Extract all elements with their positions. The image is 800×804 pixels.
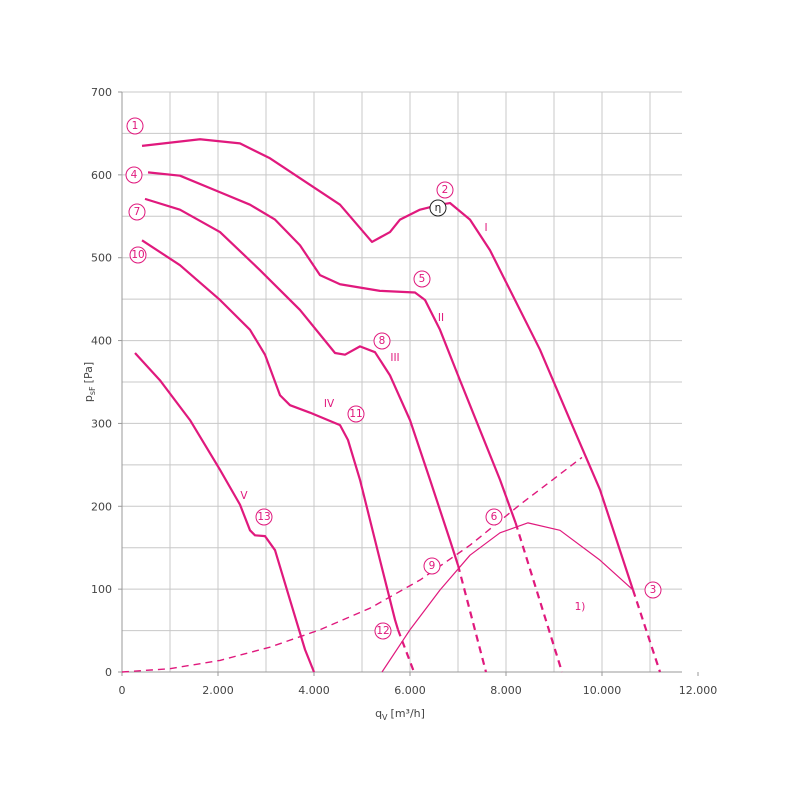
x-label-unit: [m³/h] — [391, 707, 425, 720]
x-label-main: q — [375, 707, 382, 720]
annotation: V — [240, 490, 248, 502]
curve — [144, 197, 460, 566]
annotation-circle — [255, 508, 273, 526]
annotation-circle — [374, 622, 392, 640]
annotation-circle — [436, 181, 454, 199]
y-tick-label: 100 — [91, 583, 112, 596]
annotation-circle — [413, 270, 431, 288]
x-tick-label: 8.000 — [490, 684, 522, 697]
curve — [514, 522, 564, 673]
annotation-circle — [485, 508, 503, 526]
annotation-circle — [128, 203, 146, 221]
annotation-circle — [429, 199, 447, 217]
curve — [631, 589, 662, 673]
y-label-sub: sF — [88, 386, 97, 395]
curve — [141, 239, 400, 631]
annotation: III — [390, 352, 399, 364]
annotation: IV — [324, 398, 335, 410]
annotation: 11 — [349, 408, 362, 420]
annotation-circle — [129, 246, 147, 264]
annotation-circle — [126, 117, 144, 135]
y-label-main: p — [82, 395, 95, 402]
annotation: 1) — [575, 601, 586, 613]
annotation: 5 — [419, 273, 426, 285]
annotation: 1 — [132, 120, 139, 132]
curve — [141, 138, 635, 591]
x-tick-label: 0 — [119, 684, 126, 697]
x-tick-label: 10.000 — [583, 684, 622, 697]
y-tick-label: 200 — [91, 500, 112, 513]
y-label-unit: [Pa] — [82, 362, 95, 383]
annotation: 6 — [491, 511, 498, 523]
x-label-sub: V — [382, 713, 388, 722]
x-tick-label: 4.000 — [298, 684, 330, 697]
annotation: 2 — [442, 184, 449, 196]
annotation: 9 — [429, 560, 436, 572]
annotation: η — [435, 202, 442, 214]
curve — [456, 564, 488, 673]
y-tick-label: 400 — [91, 335, 112, 348]
y-tick-label: 600 — [91, 169, 112, 182]
annotation-circle — [125, 166, 143, 184]
y-tick-label: 700 — [91, 86, 112, 99]
annotation: 3 — [650, 584, 657, 596]
annotation: I — [484, 222, 487, 234]
curve — [147, 171, 517, 524]
curve — [121, 456, 583, 673]
annotation-circle — [373, 332, 391, 350]
y-tick-label: 300 — [91, 417, 112, 430]
x-tick-label: 6.000 — [394, 684, 426, 697]
curve — [381, 522, 634, 673]
annotation: 4 — [131, 169, 138, 181]
annotation: 10 — [131, 249, 144, 261]
annotation: 12 — [376, 625, 389, 637]
y-axis-label: psF [Pa] — [82, 362, 97, 402]
annotation: II — [438, 312, 444, 324]
curve — [396, 629, 416, 673]
x-tick-label: 2.000 — [202, 684, 234, 697]
annotation-circle — [347, 405, 365, 423]
curve — [134, 352, 316, 673]
annotation: 7 — [134, 206, 141, 218]
annotation-circle — [423, 557, 441, 575]
annotation: 13 — [257, 511, 270, 523]
x-axis-label: qV [m³/h] — [375, 707, 425, 722]
x-tick-label: 12.000 — [679, 684, 718, 697]
annotation: 8 — [379, 335, 386, 347]
y-tick-label: 500 — [91, 252, 112, 265]
y-tick-label: 0 — [105, 666, 112, 679]
annotation-circle — [644, 581, 662, 599]
